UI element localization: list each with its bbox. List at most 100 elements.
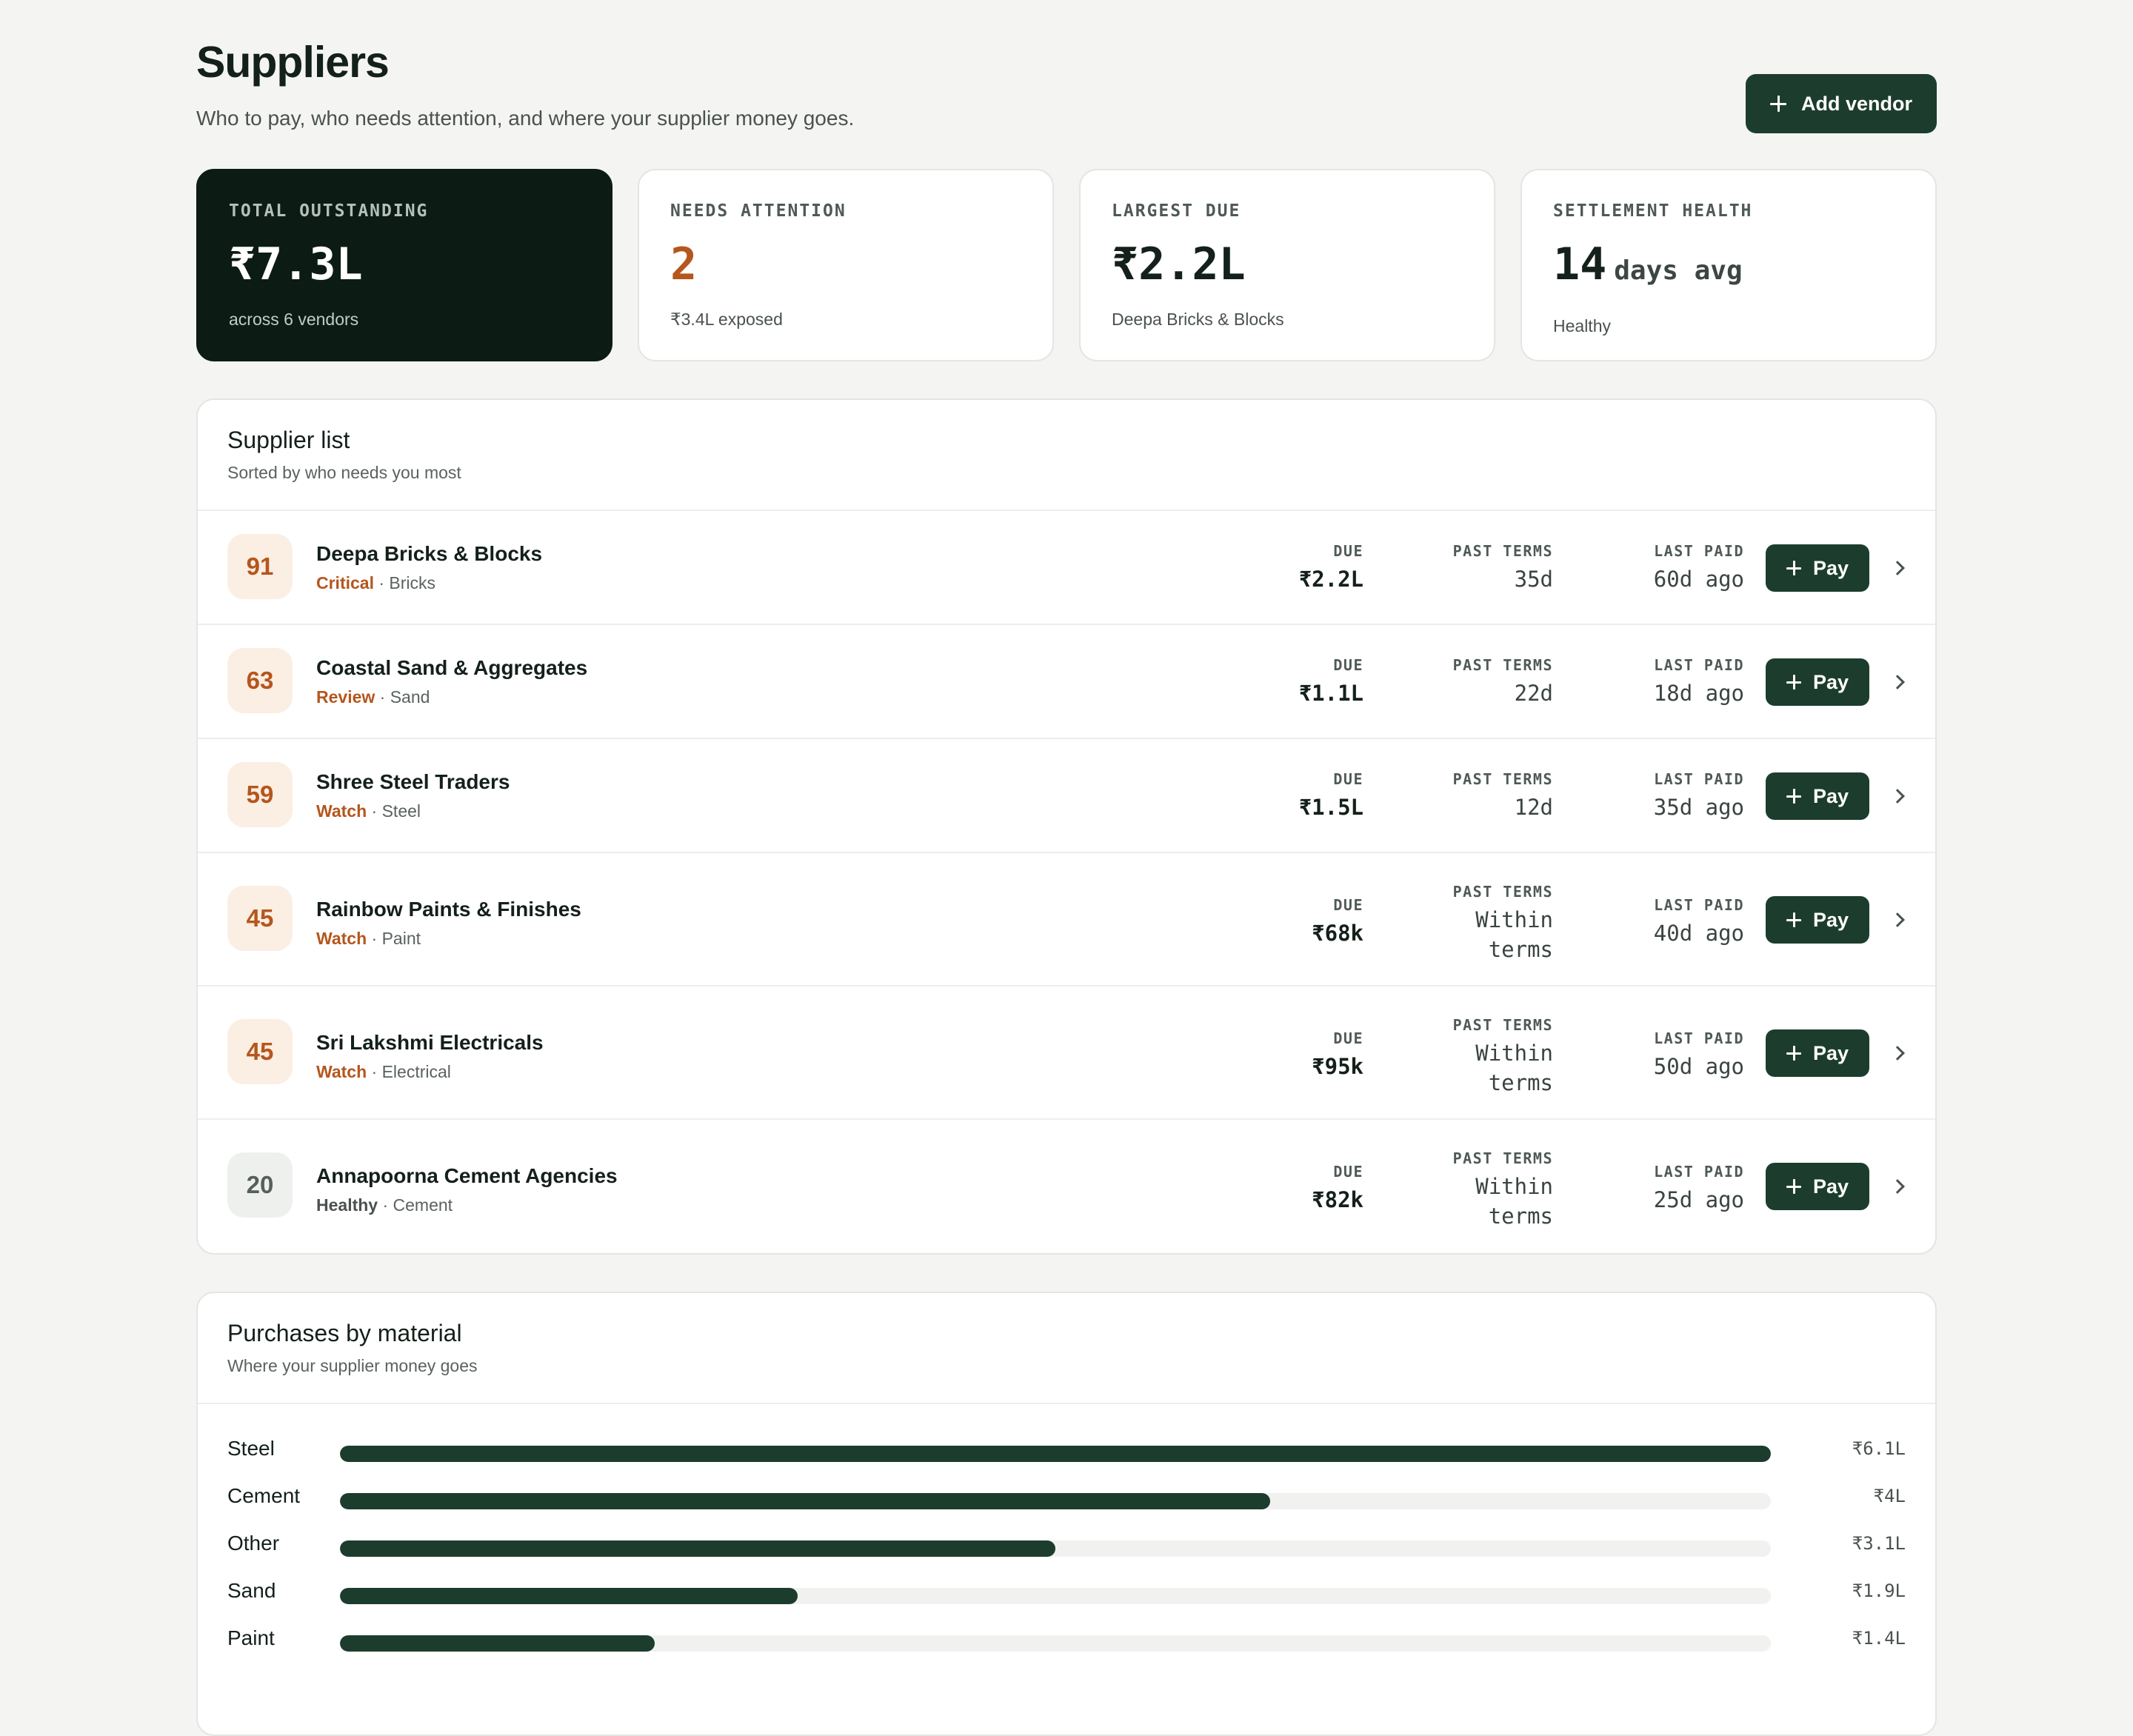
page-subtitle: Who to pay, who needs attention, and whe… — [196, 107, 855, 130]
last-paid-label: LAST PAID — [1654, 542, 1744, 560]
past-terms-line: Within — [1475, 1041, 1553, 1066]
material-bar-fill — [340, 1540, 1055, 1557]
supplier-row[interactable]: 59 Shree Steel Traders Watch · Steel DUE… — [198, 739, 1935, 853]
material-bar-track — [340, 1588, 1771, 1604]
due-value: ₹1.1L — [1298, 681, 1363, 706]
vendor-name: Shree Steel Traders — [316, 770, 510, 793]
due-column: DUE ₹2.2L — [1299, 542, 1363, 594]
score-badge: 63 — [227, 648, 293, 713]
material-label: · Paint — [371, 929, 421, 948]
chevron-right-icon[interactable] — [1890, 1046, 1905, 1061]
past-terms-label: PAST TERMS — [1452, 1016, 1553, 1034]
purchases-by-material-card: Purchases by material Where your supplie… — [196, 1292, 1937, 1736]
due-column: DUE ₹82k — [1312, 1163, 1363, 1215]
card-header: Supplier list Sorted by who needs you mo… — [198, 400, 1935, 511]
last-paid-column: LAST PAID 18d ago — [1654, 656, 1744, 708]
vendor-meta: Healthy · Cement — [316, 1195, 618, 1215]
supplier-list-card: Supplier list Sorted by who needs you mo… — [196, 398, 1937, 1255]
past-terms-label: PAST TERMS — [1452, 542, 1553, 560]
card-header: Purchases by material Where your supplie… — [198, 1293, 1935, 1404]
chevron-right-icon[interactable] — [1890, 789, 1905, 804]
past-terms-value: 35d — [1514, 567, 1553, 592]
pay-label: Pay — [1812, 908, 1849, 931]
last-paid-value: 25d ago — [1653, 1187, 1744, 1212]
material-label: Sand — [227, 1579, 276, 1602]
kpi-label: LARGEST DUE — [1112, 201, 1241, 221]
vendor-meta: Watch · Electrical — [316, 1062, 544, 1082]
status-label: Watch — [316, 801, 367, 821]
past-terms-label: PAST TERMS — [1452, 883, 1553, 901]
material-row: Sand ₹1.9L — [198, 1579, 1935, 1626]
kpi-label: SETTLEMENT HEALTH — [1553, 201, 1753, 221]
pay-button[interactable]: Pay — [1766, 896, 1869, 944]
plus-icon — [1786, 1046, 1801, 1061]
status-label: Healthy — [316, 1195, 378, 1215]
kpi-largest-due: LARGEST DUE ₹2.2L Deepa Bricks & Blocks — [1079, 169, 1495, 361]
material-row: Steel ₹6.1L — [198, 1437, 1935, 1484]
due-column: DUE ₹68k — [1312, 896, 1363, 948]
chevron-right-icon[interactable] — [1890, 912, 1905, 927]
plus-icon — [1786, 789, 1801, 804]
chevron-right-icon[interactable] — [1890, 561, 1905, 575]
vendor-info: Shree Steel Traders Watch · Steel — [316, 770, 510, 821]
supplier-row[interactable]: 45 Rainbow Paints & Finishes Watch · Pai… — [198, 853, 1935, 986]
plus-icon — [1786, 675, 1801, 690]
vendor-info: Coastal Sand & Aggregates Review · Sand — [316, 656, 587, 707]
vendor-info: Annapoorna Cement Agencies Healthy · Cem… — [316, 1164, 618, 1215]
last-paid-column: LAST PAID 60d ago — [1654, 542, 1744, 594]
material-bar-track — [340, 1446, 1771, 1462]
material-bar-fill — [340, 1446, 1771, 1462]
past-terms-column: PAST TERMS 12d — [1453, 770, 1553, 822]
material-value: ₹6.1L — [1852, 1438, 1906, 1459]
due-label: DUE — [1333, 656, 1363, 674]
plus-icon — [1786, 561, 1801, 575]
chevron-right-icon[interactable] — [1890, 675, 1905, 690]
due-label: DUE — [1333, 1163, 1363, 1181]
kpi-cards: TOTAL OUTSTANDING ₹7.3L across 6 vendors… — [196, 169, 1937, 361]
supplier-row[interactable]: 45 Sri Lakshmi Electricals Watch · Elect… — [198, 986, 1935, 1120]
supplier-row[interactable]: 91 Deepa Bricks & Blocks Critical · Bric… — [198, 511, 1935, 625]
add-vendor-button[interactable]: Add vendor — [1746, 74, 1937, 133]
kpi-value: 2 — [670, 238, 698, 290]
chevron-right-icon[interactable] — [1890, 1179, 1905, 1194]
material-label: Cement — [227, 1484, 301, 1507]
due-column: DUE ₹95k — [1312, 1029, 1363, 1081]
pay-button[interactable]: Pay — [1766, 658, 1869, 706]
supplier-row[interactable]: 63 Coastal Sand & Aggregates Review · Sa… — [198, 625, 1935, 739]
material-label: Steel — [227, 1437, 275, 1460]
pay-button[interactable]: Pay — [1766, 772, 1869, 820]
kpi-number: 14 — [1553, 238, 1607, 290]
pay-button[interactable]: Pay — [1766, 544, 1869, 592]
status-label: Watch — [316, 1062, 367, 1081]
due-label: DUE — [1333, 770, 1363, 788]
card-title: Purchases by material — [227, 1320, 462, 1346]
last-paid-label: LAST PAID — [1654, 1029, 1744, 1047]
kpi-value: 14 days avg — [1553, 241, 1904, 294]
kpi-sub: ₹3.4L exposed — [670, 310, 783, 329]
last-paid-value: 35d ago — [1653, 795, 1744, 820]
material-value: ₹3.1L — [1852, 1533, 1906, 1554]
material-value: ₹1.4L — [1852, 1628, 1906, 1649]
kpi-unit: days avg — [1614, 256, 1743, 286]
material-bar-track — [340, 1540, 1771, 1557]
material-label: · Electrical — [371, 1062, 451, 1081]
due-value: ₹1.5L — [1298, 795, 1363, 820]
past-terms-line: terms — [1488, 1203, 1553, 1229]
supplier-row[interactable]: 20 Annapoorna Cement Agencies Healthy · … — [198, 1120, 1935, 1253]
page-title: Suppliers — [196, 38, 390, 87]
score-badge: 59 — [227, 762, 293, 827]
last-paid-column: LAST PAID 40d ago — [1654, 896, 1744, 948]
pay-button[interactable]: Pay — [1766, 1163, 1869, 1210]
due-label: DUE — [1333, 1029, 1363, 1047]
vendor-name: Rainbow Paints & Finishes — [316, 898, 581, 921]
material-bar-fill — [340, 1493, 1270, 1509]
past-terms-label: PAST TERMS — [1452, 1149, 1553, 1167]
past-terms-column: PAST TERMS 22d — [1453, 656, 1553, 708]
last-paid-value: 18d ago — [1653, 681, 1744, 706]
kpi-total-outstanding: TOTAL OUTSTANDING ₹7.3L across 6 vendors — [196, 169, 612, 361]
plus-icon — [1786, 1179, 1801, 1194]
last-paid-value: 50d ago — [1653, 1054, 1744, 1079]
due-value: ₹95k — [1312, 1054, 1363, 1079]
last-paid-column: LAST PAID 50d ago — [1654, 1029, 1744, 1081]
pay-button[interactable]: Pay — [1766, 1029, 1869, 1077]
